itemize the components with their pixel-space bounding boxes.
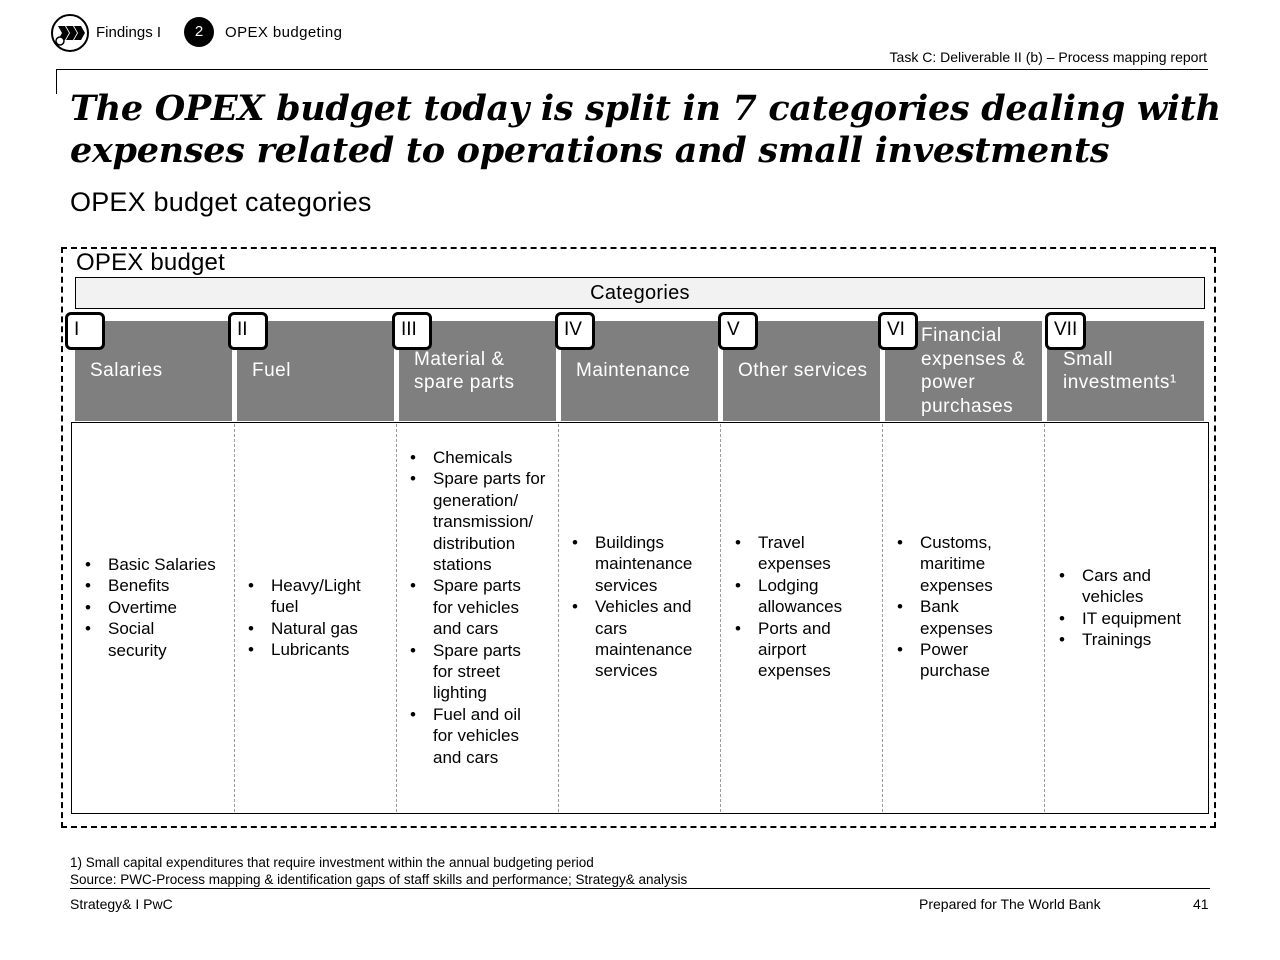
category-numeral-badge: III [392,312,432,350]
footer-prepared-for: Prepared for The World Bank [919,896,1101,912]
column-separator [882,424,883,812]
list-item: Power purchase [895,639,1005,682]
category-numeral-badge: IV [555,312,595,350]
category-numeral-badge: VII [1045,312,1087,350]
task-label: Task C: Deliverable II (b) – Process map… [889,49,1207,65]
column-separator [234,424,235,812]
category-header-financial: Financial expenses & power purchases [885,321,1042,421]
category-items-small-investments: Cars and vehicles IT equipment Trainings [1057,565,1205,651]
opex-budget-frame [61,247,1216,828]
header-divider [56,69,1208,70]
list-item: Natural gas [246,618,391,640]
list-item: Cars and vehicles [1057,565,1167,608]
category-items-other-services: Travel expenses Lodging allowances Ports… [733,532,873,682]
list-item: Fuel and oil for vehicles and cars [408,704,533,768]
list-item: Heavy/Light fuel [246,575,371,618]
step-label: OPEX budgeting [225,24,343,41]
footer-brand: Strategy& I PwC [70,896,173,912]
list-item: Buildings maintenance services [570,532,705,596]
list-item: Social security [83,618,183,661]
category-items-financial: Customs, maritime expenses Bank expenses… [895,532,1035,682]
page-number: 41 [1193,896,1209,912]
section-label: Findings I [96,24,162,41]
column-separator [720,424,721,812]
category-numeral-badge: II [228,312,268,350]
category-name: Fuel [252,360,291,382]
category-name: Financial expenses & power purchases [921,325,1026,417]
column-separator [396,424,397,812]
column-separator [558,424,559,812]
list-item: Basic Salaries [83,554,231,576]
page-subtitle: OPEX budget categories [70,187,372,217]
category-name: Salaries [90,360,163,382]
list-item: Overtime [83,597,231,619]
category-numeral-badge: I [65,312,105,350]
category-name: Material & spare parts [414,348,515,394]
page-title: The OPEX budget today is split in 7 cate… [70,88,1221,171]
list-item: Spare parts for street lighting [408,640,533,704]
category-name: Small investments¹ [1063,348,1177,394]
category-header-material: Material & spare parts [399,321,556,421]
categories-bar: Categories [75,277,1205,309]
categories-detail-box [71,422,1209,814]
category-name: Maintenance [576,360,691,382]
list-item: Benefits [83,575,231,597]
category-items-material: Chemicals Spare parts for generation/ tr… [408,447,546,768]
step-number-badge: 2 [184,17,214,47]
category-name: Other services [738,360,868,382]
list-item: Travel expenses [733,532,843,575]
list-item: Spare parts for vehicles and cars [408,575,533,639]
list-item: Lodging allowances [733,575,853,618]
list-item: IT equipment [1057,608,1205,630]
category-items-salaries: Basic Salaries Benefits Overtime Social … [83,554,231,661]
footnote: 1) Small capital expenditures that requi… [70,855,594,870]
company-logo-icon [51,14,89,52]
footer-divider [70,888,1210,889]
opex-budget-label: OPEX budget [76,249,225,276]
column-separator [1044,424,1045,812]
category-header-maintenance: Maintenance [561,321,718,421]
list-item: Vehicles and cars maintenance services [570,596,705,682]
list-item: Bank expenses [895,596,1005,639]
category-numeral-badge: VI [878,312,918,350]
category-numeral-badge: V [718,312,758,350]
list-item: Trainings [1057,629,1205,651]
corner-mark [56,69,57,94]
source-note: Source: PWC-Process mapping & identifica… [70,872,688,887]
list-item: Chemicals [408,447,546,469]
list-item: Spare parts for generation/ transmission… [408,468,546,575]
category-items-fuel: Heavy/Light fuel Natural gas Lubricants [246,575,391,661]
list-item: Ports and airport expenses [733,618,843,682]
list-item: Customs, maritime expenses [895,532,1005,596]
list-item: Lubricants [246,639,391,661]
category-items-maintenance: Buildings maintenance services Vehicles … [570,532,712,682]
